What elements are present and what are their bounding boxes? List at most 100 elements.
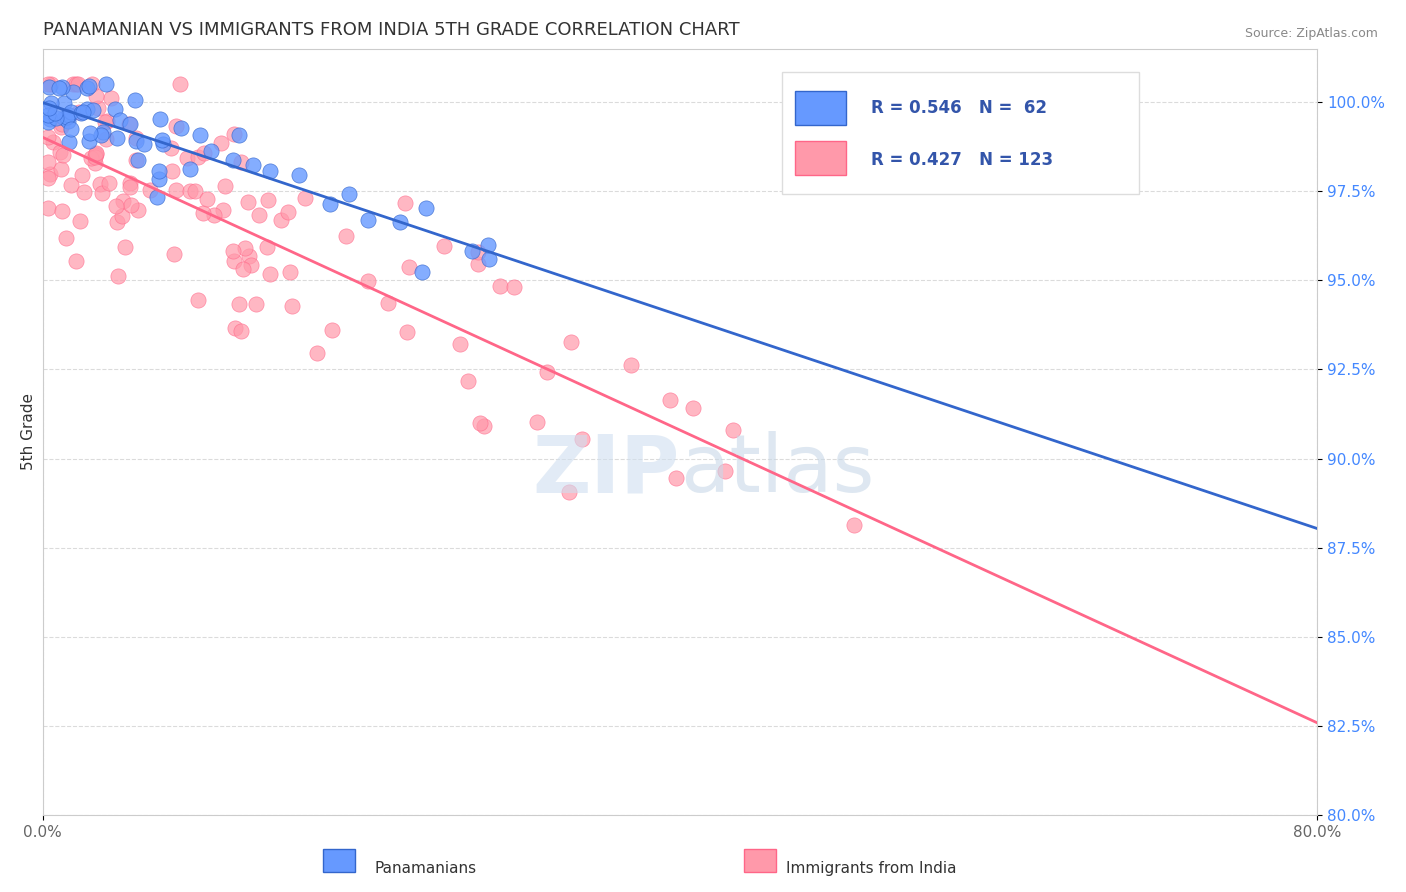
Point xyxy=(105,130,128,145)
Point xyxy=(270,213,292,227)
Point xyxy=(714,464,737,478)
Point xyxy=(202,208,225,222)
Point xyxy=(502,279,524,293)
Point xyxy=(195,193,218,207)
Point xyxy=(84,89,107,103)
Point xyxy=(60,105,83,120)
Point xyxy=(120,179,142,194)
Point xyxy=(335,229,357,244)
Point xyxy=(165,183,187,197)
Point xyxy=(48,145,70,159)
Point xyxy=(187,293,209,308)
Point xyxy=(84,146,107,161)
Point xyxy=(278,265,301,279)
Point xyxy=(60,178,83,193)
Point xyxy=(682,401,704,415)
Point xyxy=(224,127,246,141)
Point xyxy=(242,158,264,172)
FancyBboxPatch shape xyxy=(794,91,846,126)
Point xyxy=(211,202,233,217)
Text: R = 0.546   N =  62: R = 0.546 N = 62 xyxy=(872,99,1047,117)
Point xyxy=(209,136,232,150)
Point xyxy=(94,78,117,92)
Point xyxy=(257,193,280,207)
Point xyxy=(120,176,142,190)
Point xyxy=(77,134,100,148)
Point xyxy=(120,198,142,212)
Point xyxy=(125,153,148,168)
Point xyxy=(319,196,342,211)
Point xyxy=(110,113,132,128)
Point xyxy=(377,296,399,310)
Point xyxy=(477,238,499,252)
Point xyxy=(37,78,59,92)
Point xyxy=(62,78,84,92)
Point xyxy=(179,184,201,198)
Point xyxy=(100,90,122,104)
Point xyxy=(229,324,252,338)
Point xyxy=(357,274,380,288)
Point xyxy=(104,102,127,116)
Point xyxy=(39,78,62,92)
Point xyxy=(470,416,492,430)
Point xyxy=(224,321,246,335)
Point xyxy=(162,163,184,178)
Point xyxy=(222,244,245,258)
Point xyxy=(148,172,170,186)
Text: Source: ZipAtlas.com: Source: ZipAtlas.com xyxy=(1244,27,1378,40)
Point xyxy=(37,114,59,128)
Point xyxy=(118,117,141,131)
Point xyxy=(160,141,183,155)
Text: atlas: atlas xyxy=(681,431,875,509)
Point xyxy=(76,102,98,116)
Text: Panamanians: Panamanians xyxy=(374,861,477,876)
Point xyxy=(233,241,256,255)
Point xyxy=(53,95,76,110)
Point xyxy=(193,145,215,160)
Point xyxy=(89,177,111,191)
Point xyxy=(80,152,103,166)
Point xyxy=(42,135,65,149)
Point xyxy=(67,78,90,92)
Point xyxy=(240,258,263,272)
Point xyxy=(152,137,174,152)
Point xyxy=(146,189,169,203)
Point xyxy=(228,296,250,310)
Point xyxy=(149,112,172,127)
Point xyxy=(98,177,121,191)
Y-axis label: 5th Grade: 5th Grade xyxy=(21,393,35,470)
Point xyxy=(38,79,60,94)
Point xyxy=(58,135,80,149)
Point xyxy=(124,93,146,107)
Point xyxy=(44,106,66,120)
Point xyxy=(39,167,62,181)
Point xyxy=(245,297,267,311)
Point xyxy=(51,80,73,95)
Point xyxy=(236,194,259,209)
Point xyxy=(125,134,148,148)
Point xyxy=(222,253,245,268)
Point xyxy=(87,101,110,115)
Point xyxy=(256,240,278,254)
Point xyxy=(472,418,495,433)
Point xyxy=(214,179,236,194)
Point xyxy=(357,213,380,227)
Point xyxy=(41,96,63,111)
FancyBboxPatch shape xyxy=(323,849,356,872)
Point xyxy=(55,110,77,124)
Point xyxy=(73,185,96,199)
Point xyxy=(111,209,134,223)
Point xyxy=(138,183,160,197)
Point xyxy=(170,120,193,135)
Point xyxy=(281,299,304,313)
Point xyxy=(526,416,548,430)
Point xyxy=(536,365,558,379)
Point xyxy=(111,194,134,208)
Point xyxy=(67,104,90,119)
Point xyxy=(259,267,281,281)
Point xyxy=(107,269,129,284)
Point xyxy=(321,323,343,337)
Point xyxy=(39,112,62,127)
Point xyxy=(238,249,260,263)
FancyBboxPatch shape xyxy=(744,849,776,872)
